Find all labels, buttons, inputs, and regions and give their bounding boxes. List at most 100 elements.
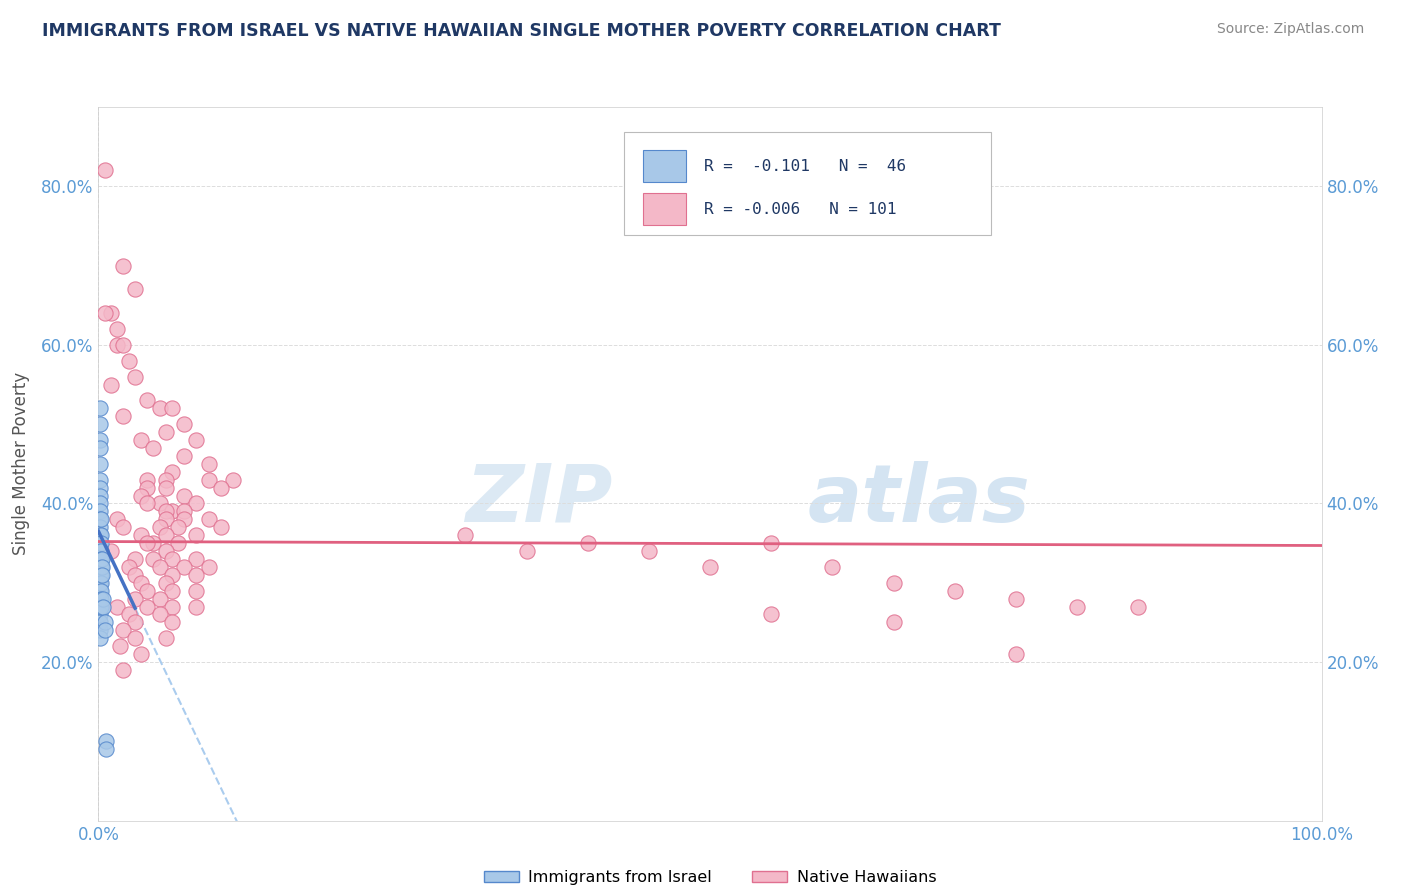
Point <box>89 481 111 495</box>
Point <box>142 441 165 455</box>
Point <box>90 536 112 550</box>
Text: atlas: atlas <box>808 460 1031 539</box>
Point <box>155 481 177 495</box>
Point <box>90 567 112 582</box>
Point <box>136 496 159 510</box>
Point <box>89 624 111 638</box>
Point <box>93 615 115 630</box>
Point <box>197 473 219 487</box>
FancyBboxPatch shape <box>624 132 991 235</box>
Point <box>186 433 208 447</box>
Point <box>100 306 122 320</box>
Point <box>155 425 177 439</box>
Point <box>89 457 111 471</box>
Point <box>576 536 599 550</box>
Point <box>111 520 134 534</box>
Point <box>155 544 177 558</box>
Point <box>638 544 661 558</box>
Point <box>129 647 152 661</box>
Point <box>173 417 195 432</box>
Text: ZIP: ZIP <box>465 460 612 539</box>
Point <box>515 544 537 558</box>
Point <box>89 599 111 614</box>
Point <box>111 259 134 273</box>
Point <box>124 615 146 630</box>
Text: R = -0.006   N = 101: R = -0.006 N = 101 <box>704 202 897 217</box>
Point <box>173 560 195 574</box>
Point <box>91 567 114 582</box>
Point <box>118 353 141 368</box>
Point <box>89 591 111 606</box>
Point <box>111 624 134 638</box>
Point <box>111 663 134 677</box>
FancyBboxPatch shape <box>643 193 686 225</box>
Point <box>124 369 146 384</box>
Point <box>90 544 112 558</box>
Point <box>186 583 208 598</box>
Point <box>89 433 111 447</box>
Point <box>89 504 111 518</box>
Point <box>93 163 115 178</box>
Point <box>155 473 177 487</box>
Point <box>222 473 245 487</box>
Point <box>160 401 183 416</box>
Point <box>89 583 111 598</box>
Point <box>186 599 208 614</box>
Point <box>89 417 111 432</box>
Point <box>136 393 159 408</box>
Point <box>100 377 122 392</box>
Point <box>90 560 112 574</box>
Point <box>90 528 112 542</box>
Point <box>160 583 183 598</box>
Point <box>124 282 146 296</box>
Point <box>89 536 111 550</box>
Point <box>89 615 111 630</box>
Point <box>761 607 783 622</box>
Point <box>142 552 165 566</box>
Point <box>90 583 112 598</box>
Legend: Immigrants from Israel, Native Hawaiians: Immigrants from Israel, Native Hawaiians <box>477 863 943 891</box>
Point <box>89 567 111 582</box>
Point <box>91 552 114 566</box>
Point <box>91 599 114 614</box>
Point <box>155 632 177 646</box>
Point <box>111 338 134 352</box>
Point <box>136 599 159 614</box>
Point <box>124 567 146 582</box>
Point <box>155 504 177 518</box>
Point <box>129 575 152 590</box>
Point <box>155 575 177 590</box>
Y-axis label: Single Mother Poverty: Single Mother Poverty <box>11 372 30 556</box>
Point <box>118 607 141 622</box>
Point <box>160 465 183 479</box>
Point <box>136 481 159 495</box>
Point <box>100 544 122 558</box>
Point <box>136 583 159 598</box>
Point <box>160 599 183 614</box>
Point <box>173 504 195 518</box>
Point <box>93 306 115 320</box>
Point <box>167 520 190 534</box>
Point <box>111 409 134 424</box>
Point <box>160 504 183 518</box>
Point <box>155 528 177 542</box>
Point <box>197 560 219 574</box>
Point <box>105 322 128 336</box>
Point <box>90 599 112 614</box>
Point <box>89 401 111 416</box>
Point <box>883 575 905 590</box>
Point <box>186 528 208 542</box>
Point <box>699 560 721 574</box>
Point <box>186 496 208 510</box>
Point <box>89 560 111 574</box>
Point <box>160 552 183 566</box>
Point <box>155 512 177 526</box>
Point <box>124 552 146 566</box>
Point <box>89 632 111 646</box>
Point <box>89 441 111 455</box>
Point <box>91 591 114 606</box>
Point <box>1004 647 1026 661</box>
Point <box>149 560 172 574</box>
Point <box>90 575 112 590</box>
Text: R =  -0.101   N =  46: R = -0.101 N = 46 <box>704 159 905 174</box>
